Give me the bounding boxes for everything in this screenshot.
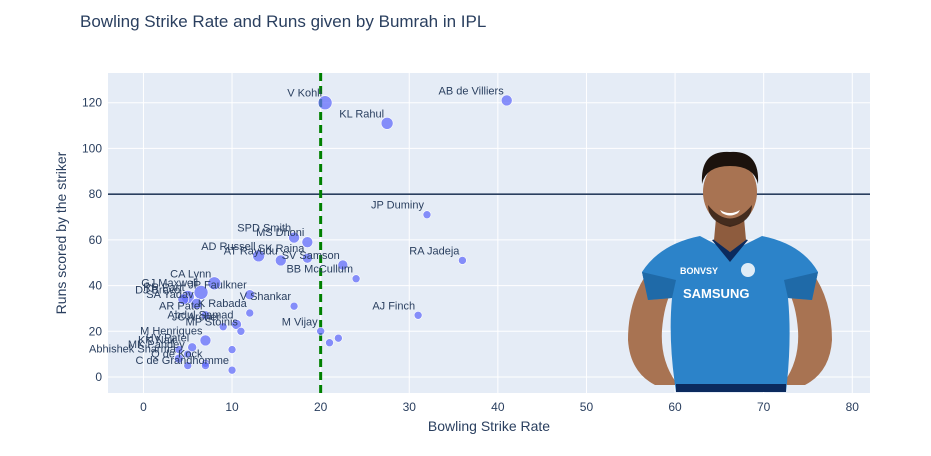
data-points [174, 94, 513, 375]
point-label: GJ Maxwell [141, 277, 198, 289]
point-label: K Rabada [198, 298, 248, 310]
x-tick-label: 20 [314, 400, 328, 414]
point-label: AD Russell [201, 241, 255, 253]
chart-title: Bowling Strike Rate and Runs given by Bu… [80, 12, 486, 31]
point-label: MK Pandey [128, 339, 185, 351]
point-label: M Vijay [282, 316, 318, 328]
point-label: SK Raina [258, 243, 305, 255]
x-tick-label: 0 [140, 400, 147, 414]
point-label: KL Rahul [339, 108, 384, 120]
data-point[interactable] [245, 308, 255, 318]
point-label: HV Patel [146, 332, 189, 344]
point-label: RR Pant [143, 282, 185, 294]
point-label: Abhishek Sharma [89, 344, 177, 356]
data-point[interactable] [289, 301, 299, 311]
point-label: C de Grandhomme [135, 355, 229, 367]
player-photo: SAMSUNG BONVSY [628, 151, 832, 392]
point-label: JP Duminy [371, 200, 424, 212]
data-labels: V Kohli KL Rahul AB de Villiers JP Duminy RA… [89, 85, 504, 367]
x-axis-title: Bowling Strike Rate [428, 418, 550, 434]
y-axis-ticks: 0 20 40 60 80 100 120 [82, 96, 102, 384]
data-point[interactable] [177, 293, 190, 306]
point-label: JC Archer [172, 312, 221, 324]
jersey-text: SAMSUNG [683, 286, 749, 301]
data-point[interactable] [413, 310, 423, 320]
data-point[interactable] [422, 210, 432, 220]
y-tick-label: 20 [89, 324, 103, 338]
data-point[interactable] [193, 285, 209, 300]
data-point[interactable] [317, 95, 333, 111]
data-point[interactable] [227, 365, 237, 375]
point-label: KK Nair [138, 335, 176, 347]
data-point[interactable] [500, 94, 513, 107]
data-point[interactable] [207, 276, 222, 291]
data-point[interactable] [301, 236, 314, 248]
y-tick-label: 120 [82, 96, 102, 110]
point-label: SV Samson [282, 250, 340, 262]
x-tick-label: 70 [757, 400, 771, 414]
data-point[interactable] [380, 116, 394, 130]
point-label: DJ Bravo [135, 284, 180, 296]
data-point[interactable] [183, 361, 193, 370]
point-label: SA Yadav [146, 289, 194, 301]
jersey-sponsor: BONVSY [680, 266, 718, 276]
point-label: AT Rayudu [224, 245, 278, 257]
data-point[interactable] [334, 333, 343, 343]
point-label: AR Patel [159, 300, 202, 312]
y-tick-label: 0 [95, 370, 102, 384]
x-tick-label: 30 [403, 400, 417, 414]
point-label: Q de Kock [151, 348, 203, 360]
x-axis-ticks: 0 10 20 30 40 50 60 70 80 [140, 400, 859, 414]
data-point[interactable] [201, 361, 210, 370]
data-point[interactable] [200, 310, 211, 321]
data-point[interactable] [316, 326, 325, 336]
x-tick-label: 80 [846, 400, 860, 414]
data-point[interactable] [199, 334, 212, 347]
data-point[interactable] [190, 298, 203, 310]
x-tick-label: 50 [580, 400, 594, 414]
data-point[interactable] [187, 342, 197, 353]
y-axis-title: Runs scored by the striker [53, 151, 69, 314]
data-point[interactable] [252, 249, 265, 263]
y-tick-label: 100 [82, 141, 102, 155]
point-label: AB de Villiers [439, 85, 505, 97]
point-label: V Shankar [240, 291, 292, 303]
y-tick-label: 60 [89, 233, 103, 247]
data-point[interactable] [244, 289, 256, 301]
point-label: MP Stoinis [186, 316, 239, 328]
point-label: CA Lynn [170, 268, 211, 280]
point-label: M Henriques [140, 325, 203, 337]
x-tick-label: 40 [491, 400, 505, 414]
data-point[interactable] [174, 353, 184, 364]
point-label: MS Dhoni [256, 227, 304, 239]
point-label: RA Jadeja [409, 245, 460, 257]
data-point[interactable] [288, 231, 300, 244]
point-label: AJ Finch [372, 300, 415, 312]
data-point[interactable] [458, 256, 467, 265]
y-tick-label: 40 [89, 279, 103, 293]
data-point[interactable] [218, 322, 228, 332]
point-label: V Kohli [287, 88, 322, 100]
point-label: JP Faulkner [188, 280, 247, 292]
data-point[interactable] [183, 349, 193, 359]
data-point[interactable] [351, 274, 361, 284]
point-label: BB McCullum [286, 264, 353, 276]
data-point[interactable] [274, 254, 287, 267]
data-point[interactable] [174, 345, 184, 354]
point-label: SPD Smith [237, 223, 291, 235]
data-point[interactable] [325, 338, 334, 348]
data-point[interactable] [236, 326, 246, 336]
data-point[interactable] [302, 252, 313, 264]
y-tick-label: 80 [89, 187, 103, 201]
point-label: Abdul Samad [167, 309, 233, 321]
x-tick-label: 60 [668, 400, 682, 414]
data-point[interactable] [231, 319, 242, 330]
x-tick-label: 10 [225, 400, 239, 414]
data-point[interactable] [337, 259, 349, 271]
data-point[interactable] [227, 345, 237, 354]
